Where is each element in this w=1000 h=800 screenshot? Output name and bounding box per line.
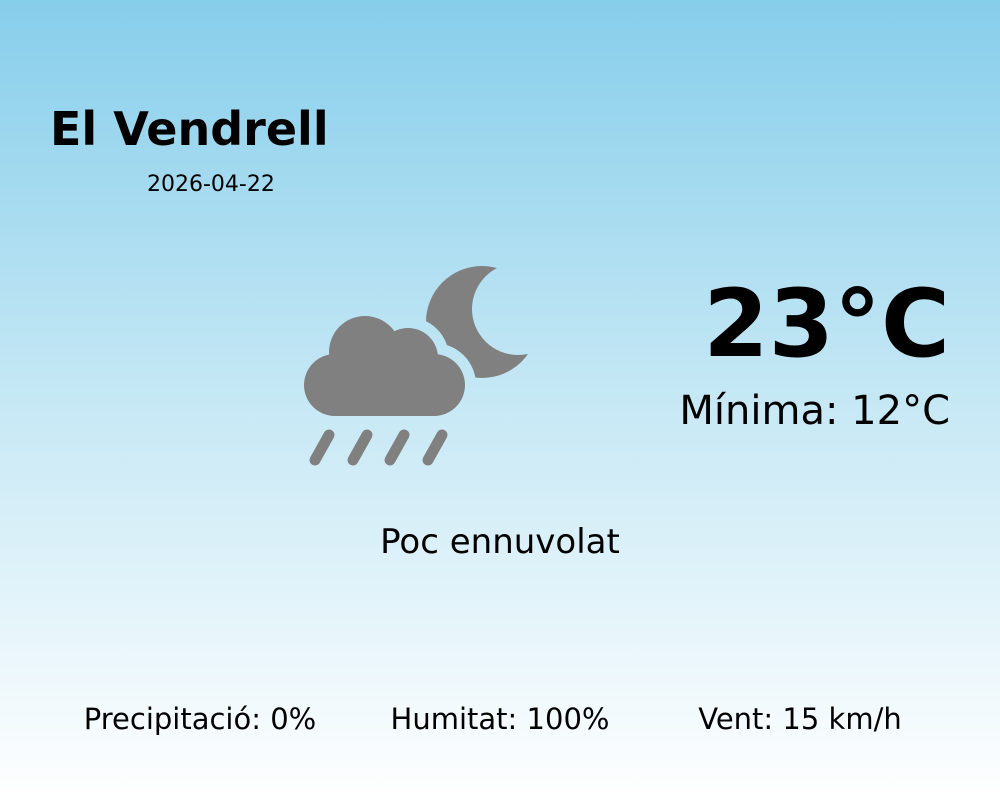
precipitation-stat: Precipitació: 0% — [83, 702, 317, 736]
wind-stat: Vent: 15 km/h — [698, 702, 902, 736]
humidity-stat: Humitat: 100% — [390, 702, 610, 736]
city-name: El Vendrell — [50, 102, 329, 156]
weather-condition: Poc ennuvolat — [380, 522, 620, 562]
minimum-temperature: Mínima: 12°C — [679, 388, 950, 434]
forecast-date: 2026-04-22 — [147, 172, 275, 197]
current-temperature: 23°C — [703, 270, 950, 379]
